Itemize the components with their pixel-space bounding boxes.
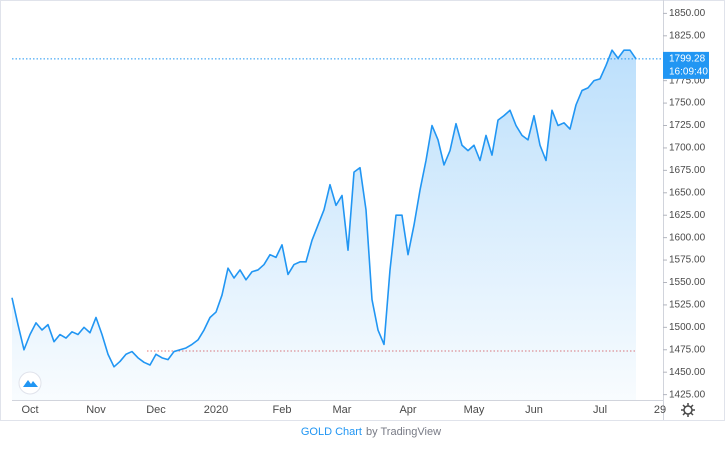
y-tick-label: 1425.00: [669, 389, 706, 400]
y-tick-label: 1650.00: [669, 187, 706, 198]
y-tick-label: 1450.00: [669, 367, 706, 378]
x-tick-label: Nov: [86, 404, 106, 416]
x-tick-label: Oct: [21, 404, 38, 416]
plot: [11, 49, 637, 400]
x-tick-label: Feb: [273, 404, 292, 416]
price-tag: [663, 51, 709, 79]
y-tick-label: 1500.00: [669, 322, 706, 333]
x-tick-label: Mar: [333, 404, 352, 416]
x-tick-label: May: [464, 404, 485, 416]
x-tick-label: 29: [654, 404, 666, 416]
line: [11, 49, 637, 368]
area: [12, 50, 636, 400]
y-tick-label: 1775.00: [669, 75, 706, 86]
x-tick-label: 2020: [204, 404, 228, 416]
y-tick-label: 1525.00: [669, 300, 706, 311]
x-tick-label: Apr: [399, 404, 416, 416]
footer-by[interactable]: by TradingView: [366, 426, 441, 438]
y-tick-label: 1725.00: [669, 120, 706, 131]
y-tick-label: 1625.00: [669, 210, 706, 221]
footer-symbol[interactable]: GOLD Chart: [301, 426, 362, 438]
y-tick-label: 1575.00: [669, 255, 706, 266]
settings-icon[interactable]: [681, 403, 695, 417]
y-tick-label: 1750.00: [669, 98, 706, 109]
x-tick-label: Jul: [593, 404, 607, 416]
y-tick-label: 1700.00: [669, 143, 706, 154]
logo: [18, 371, 42, 395]
x-tick-label: Dec: [146, 404, 166, 416]
y-tick-label: 1675.00: [669, 165, 706, 176]
x-tick-label: Jun: [525, 404, 543, 416]
y-tick-label: 1475.00: [669, 344, 706, 355]
y-tick-label: 1600.00: [669, 232, 706, 243]
price-tag-countdown: 16:09:40: [669, 67, 708, 78]
y-tick-label: 1550.00: [669, 277, 706, 288]
y-tick-label: 1850.00: [669, 8, 706, 19]
price-tag-value: 1799.28: [669, 54, 706, 65]
y-tick-label: 1825.00: [669, 30, 706, 41]
